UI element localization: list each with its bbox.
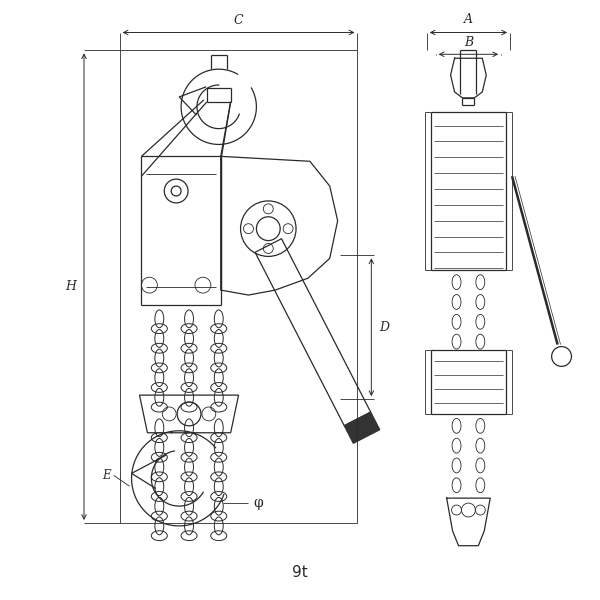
Text: H: H (65, 280, 76, 293)
Text: D: D (379, 321, 389, 334)
Polygon shape (344, 412, 380, 443)
Text: φ: φ (254, 496, 263, 510)
Text: 9t: 9t (292, 565, 308, 580)
Text: E: E (103, 469, 111, 482)
Text: B: B (464, 36, 473, 49)
Text: A: A (464, 13, 473, 26)
Text: C: C (234, 14, 244, 27)
